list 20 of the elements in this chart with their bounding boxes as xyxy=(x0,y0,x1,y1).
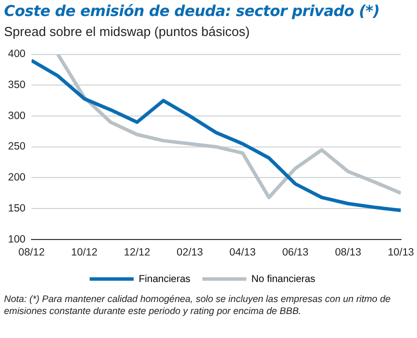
x-tick-label: 06/13 xyxy=(282,246,309,259)
chart-subtitle: Spread sobre el midswap (puntos básicos) xyxy=(4,24,250,39)
x-tick-label: 08/12 xyxy=(18,246,45,259)
x-tick-label: 10/13 xyxy=(388,246,414,259)
y-tick-label: 250 xyxy=(8,140,26,153)
x-tick-label: 08/13 xyxy=(334,246,362,259)
legend-label: No financieras xyxy=(251,274,316,285)
x-tick-label: 02/13 xyxy=(176,246,204,259)
x-tick-label: 04/13 xyxy=(229,246,256,259)
y-tick-label: 150 xyxy=(8,202,26,214)
y-tick-label: 350 xyxy=(8,79,26,92)
legend-label: Financieras xyxy=(138,274,190,285)
x-tick-label: 10/12 xyxy=(71,246,98,259)
y-tick-label: 300 xyxy=(8,110,26,122)
x-tick-label: 12/12 xyxy=(124,246,150,259)
chart-title: Coste de emisión de deuda: sector privado (*) xyxy=(4,2,380,20)
y-tick-label: 400 xyxy=(8,48,26,60)
text: Nota: (*) Para mantener calidad homogénea, solo se incluyen las empresas con un ritmo de emisiones constante durante este periodo y rating por encima de BBB. xyxy=(4,294,392,318)
y-tick-label: 200 xyxy=(8,172,26,184)
y-tick-label: 100 xyxy=(8,233,26,246)
